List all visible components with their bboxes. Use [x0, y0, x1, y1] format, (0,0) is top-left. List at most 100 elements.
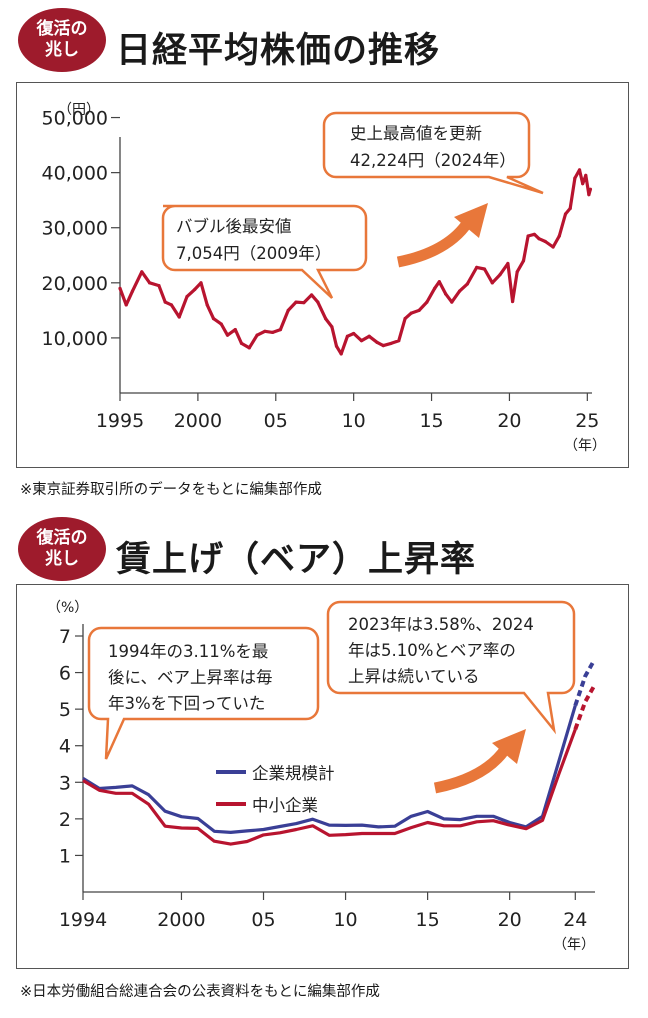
badge-line-2: 兆し	[45, 549, 79, 569]
nikkei-data-point	[450, 300, 454, 304]
series-small-companies-projection	[573, 686, 596, 730]
nikkei-data-point	[568, 206, 572, 211]
badge-chart2: 復活の 兆し	[18, 517, 106, 581]
badge-line-1: 復活の	[36, 528, 88, 548]
nikkei-data-point	[278, 328, 283, 332]
callout-low-box	[161, 204, 368, 299]
nikkei-data-point	[557, 234, 561, 238]
nikkei-data-point	[239, 341, 244, 346]
nikkei-data-point	[225, 333, 230, 337]
x-axis-unit: （年）	[553, 937, 595, 953]
nikkei-data-point	[581, 182, 585, 186]
nikkei-data-point	[587, 193, 591, 197]
callout-right-line-2: 年は5.10%とベア率の	[348, 641, 516, 660]
y-tick-label: 5	[59, 699, 71, 721]
nikkei-data-point	[205, 303, 209, 307]
callout-left-line-1: 1994年の3.11%を最	[108, 642, 268, 661]
nikkei-data-point	[532, 232, 536, 236]
nikkei-data-point	[330, 325, 334, 329]
nikkei-data-point	[482, 267, 487, 271]
nikkei-data-point	[506, 261, 510, 266]
nikkei-data-point	[498, 272, 502, 277]
nikkei-data-point	[573, 176, 577, 180]
callout-right-box	[326, 600, 576, 735]
nikkei-data-point	[177, 315, 181, 319]
nikkei-data-point	[551, 245, 555, 249]
x-tick-label: 05	[264, 410, 288, 432]
trend-arrow-head	[492, 729, 526, 764]
series-all-companies-projection	[573, 660, 596, 707]
callout-low-line-2: 7,054円（2009年）	[176, 244, 331, 263]
nikkei-data-point	[339, 352, 343, 356]
nikkei-data-point	[563, 212, 568, 216]
x-tick-label: 15	[416, 909, 440, 931]
y-tick-label: 50,000	[42, 108, 108, 130]
y-tick-label: 40,000	[42, 163, 108, 185]
nikkei-data-point	[359, 339, 364, 343]
nikkei-data-point	[345, 334, 350, 338]
nikkei-data-point	[389, 341, 393, 346]
nikkei-data-point	[409, 311, 413, 315]
x-tick-label: 15	[419, 410, 443, 432]
nikkei-data-point	[199, 281, 203, 285]
nikkei-data-point	[437, 280, 441, 284]
y-tick-label: 3	[59, 772, 71, 794]
nikkei-data-point	[118, 286, 122, 290]
nikkei-data-point	[334, 344, 339, 348]
callout-high-line-2: 42,224円（2024年）	[350, 151, 516, 170]
badge-line-2: 兆し	[45, 40, 79, 60]
x-tick-label: 1994	[59, 909, 107, 931]
y-tick-label: 30,000	[42, 218, 108, 240]
nikkei-data-point	[324, 317, 328, 321]
nikkei-data-point	[233, 328, 237, 332]
y-tick-label: 20,000	[42, 273, 108, 295]
nikkei-data-point	[286, 308, 290, 312]
callout-right-line-1: 2023年は3.58%、2024	[348, 615, 534, 634]
nikkei-data-point	[294, 300, 298, 304]
nikkei-data-point	[169, 303, 174, 307]
nikkei-data-point	[157, 283, 161, 288]
nikkei-data-point	[163, 300, 167, 304]
chart1-title: 日経平均株価の推移	[116, 31, 441, 71]
nikkei-data-point	[443, 292, 448, 296]
legend-all-label: 企業規模計	[252, 764, 335, 783]
trend-arrow-shaft	[433, 744, 511, 794]
callout-low-line-1: バブル後最安値	[176, 216, 292, 236]
nikkei-data-point	[457, 289, 462, 293]
nikkei-data-point	[490, 281, 494, 285]
trend-arrow-head	[454, 203, 488, 238]
nikkei-data-point	[302, 301, 306, 305]
nikkei-data-point	[577, 168, 582, 172]
callout-high-box	[322, 111, 544, 195]
y-tick-label: 4	[59, 736, 71, 758]
nikkei-data-point	[397, 339, 401, 343]
nikkei-data-point	[367, 334, 371, 338]
nikkei-data-point	[375, 340, 379, 344]
nikkei-data-point	[403, 317, 407, 321]
nikkei-data-point	[147, 281, 152, 285]
x-tick-label: 2000	[157, 909, 205, 931]
y-tick-label: 1	[59, 845, 71, 867]
nikkei-data-point	[140, 270, 144, 274]
nikkei-data-point	[543, 239, 547, 244]
x-tick-label: 25	[575, 410, 599, 432]
chart2-source-note: ※日本労働組合総連合会の公表資料をもとに編集部作成	[20, 984, 380, 1000]
badge-chart1: 復活の 兆し	[18, 8, 106, 72]
nikkei-data-point	[465, 282, 469, 286]
nikkei-data-point	[381, 344, 385, 348]
nikkei-data-point	[515, 270, 519, 274]
y-tick-label: 6	[59, 663, 71, 685]
nikkei-data-point	[526, 234, 530, 238]
nikkei-data-point	[588, 187, 593, 191]
x-tick-label: 05	[251, 909, 275, 931]
x-tick-label: 20	[498, 909, 522, 931]
nikkei-data-point	[185, 294, 189, 299]
x-tick-label: 1995	[96, 410, 144, 432]
x-tick-label: 24	[563, 909, 587, 931]
x-axis-unit: （年）	[564, 438, 606, 454]
nikkei-data-point	[124, 303, 128, 307]
nikkei-data-point	[417, 308, 421, 312]
nikkei-data-point	[537, 237, 541, 241]
